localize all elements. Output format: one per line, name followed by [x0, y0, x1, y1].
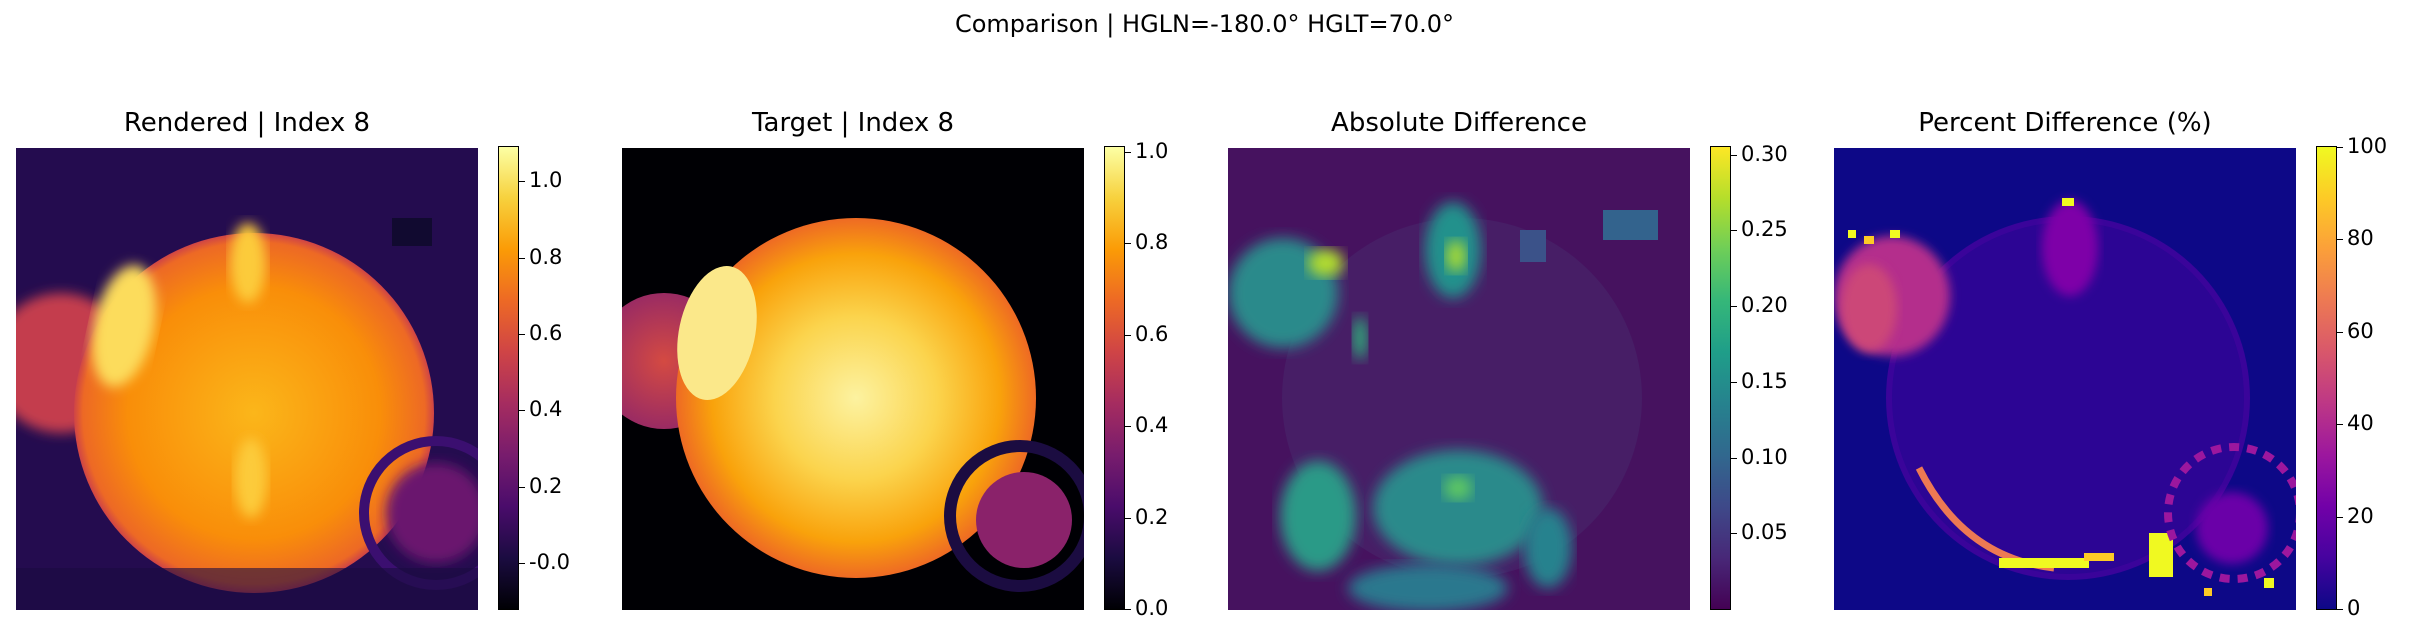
colorbar-tick-mark — [2337, 239, 2343, 241]
colorbar-tick-mark — [519, 181, 525, 183]
colorbar-tick-label: 0.15 — [1741, 368, 1788, 393]
colorbar-target — [1104, 146, 1125, 610]
colorbar-tick-label: 0.30 — [1741, 141, 1788, 166]
panel-title-target: Target | Index 8 — [751, 108, 955, 138]
colorbar-tick-label: 100 — [2347, 134, 2388, 158]
colorbar-tick-label: 0.10 — [1741, 444, 1788, 469]
absolute-difference-heatmap — [1228, 148, 1690, 610]
colorbar-tick-mark — [1731, 457, 1737, 459]
colorbar-gradient — [1711, 147, 1730, 609]
colorbar-tick-mark — [519, 486, 525, 488]
colorbar-tick-mark — [2337, 331, 2343, 333]
colorbar-absolute-difference — [1710, 146, 1731, 610]
colorbar-tick-mark — [1731, 381, 1737, 383]
colorbar-tick-mark — [2337, 516, 2343, 518]
colorbar-tick-label: 0.8 — [1135, 230, 1169, 255]
colorbar-tick-label: 0.25 — [1741, 217, 1788, 242]
colorbar-tick-label: 0.20 — [1741, 293, 1788, 318]
colorbar-gradient — [499, 147, 518, 609]
colorbar-tick-mark — [2337, 147, 2343, 148]
colorbar-tick-label: 1.0 — [529, 168, 563, 193]
colorbar-tick-mark — [1125, 609, 1131, 610]
colorbar-percent-difference — [2316, 146, 2337, 610]
colorbar-gradient — [2317, 147, 2336, 609]
colorbar-tick-mark — [1125, 426, 1131, 428]
colorbar-tick-mark — [1731, 154, 1737, 156]
figure-title: Comparison | HGLN=-180.0° HGLT=70.0° — [954, 10, 1455, 38]
colorbar-tick-label: 20 — [2347, 503, 2374, 528]
colorbar-tick-mark — [1125, 151, 1131, 153]
colorbar-tick-label: 0 — [2347, 596, 2361, 620]
colorbar-tick-mark — [519, 410, 525, 412]
colorbar-tick-label: 0.6 — [1135, 321, 1169, 346]
colorbar-tick-mark — [519, 563, 525, 565]
colorbar-tick-label: 80 — [2347, 226, 2374, 251]
colorbar-tick-mark — [1125, 334, 1131, 336]
colorbar-tick-mark — [1731, 230, 1737, 232]
percent-difference-heatmap — [1834, 148, 2296, 610]
panel-title-absolute-difference: Absolute Difference — [1331, 108, 1587, 138]
colorbar-tick-mark — [1125, 243, 1131, 245]
colorbar-tick-mark — [2337, 424, 2343, 426]
target-heatmap — [622, 148, 1084, 610]
colorbar-tick-mark — [2337, 609, 2343, 610]
colorbar-tick-mark — [1731, 533, 1737, 535]
colorbar-gradient — [1105, 147, 1124, 609]
colorbar-tick-label: 0.0 — [1135, 596, 1169, 620]
colorbar-tick-label: 60 — [2347, 318, 2374, 343]
colorbar-tick-label: 0.6 — [529, 321, 563, 346]
panel-title-percent-difference: Percent Difference (%) — [1918, 108, 2212, 138]
colorbar-tick-label: 40 — [2347, 411, 2374, 436]
colorbar-tick-mark — [519, 257, 525, 259]
colorbar-tick-label: 0.05 — [1741, 520, 1788, 545]
colorbar-tick-mark — [1125, 517, 1131, 519]
colorbar-tick-label: 0.2 — [1135, 504, 1169, 529]
rendered-heatmap — [16, 148, 478, 610]
colorbar-tick-label: 0.4 — [529, 397, 563, 422]
colorbar-tick-mark — [519, 334, 525, 336]
colorbar-tick-label: 0.8 — [529, 244, 563, 269]
colorbar-tick-label: 0.4 — [1135, 413, 1169, 438]
colorbar-tick-mark — [1731, 306, 1737, 308]
colorbar-tick-label: -0.0 — [529, 550, 570, 575]
panel-title-rendered: Rendered | Index 8 — [123, 108, 371, 138]
colorbar-tick-label: 0.2 — [529, 473, 563, 498]
colorbar-tick-label: 1.0 — [1135, 138, 1169, 163]
colorbar-rendered — [498, 146, 519, 610]
